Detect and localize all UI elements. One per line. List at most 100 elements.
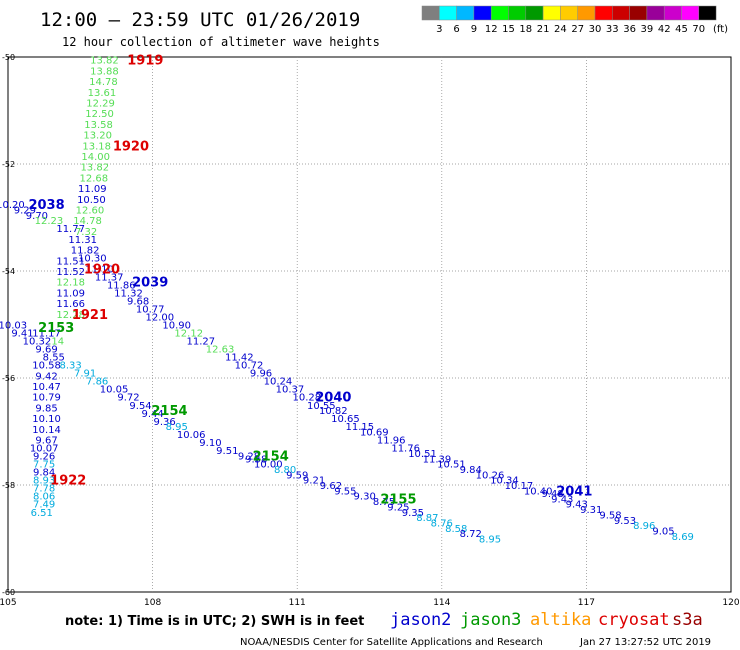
swh-label: .14 bbox=[48, 337, 64, 348]
swh-label: 11.39 bbox=[423, 454, 452, 465]
colorbar-tick-label: 39 bbox=[641, 24, 654, 35]
swh-label: 8.93 bbox=[33, 476, 55, 487]
swh-label: 9.43 bbox=[566, 500, 588, 511]
footer-timestamp: Jan 27 13:27:52 UTC 2019 bbox=[579, 637, 711, 648]
swh-label: 9.68 bbox=[127, 296, 149, 307]
swh-label: 10.55 bbox=[307, 401, 336, 412]
pass-time-label: 2039 bbox=[132, 276, 168, 291]
pass-time-label: 2041 bbox=[556, 484, 592, 499]
colorbar-tick-label: 15 bbox=[502, 24, 515, 35]
swh-label: 10.58 bbox=[32, 361, 61, 372]
swh-label: 10.05 bbox=[100, 385, 129, 396]
swh-label: 11.31 bbox=[68, 235, 97, 246]
legend-item-jason3: jason3 bbox=[460, 610, 521, 630]
swh-label: 12.60 bbox=[76, 205, 105, 216]
swh-label: 11.82 bbox=[71, 246, 100, 257]
colorbar-tick-label: 18 bbox=[519, 24, 532, 35]
swh-label: 7.91 bbox=[74, 369, 96, 380]
pass-time-label: 2040 bbox=[315, 391, 351, 406]
pass-time-label: 2155 bbox=[380, 492, 416, 507]
footer-credit: NOAA/NESDIS Center for Satellite Applica… bbox=[240, 637, 543, 648]
swh-label: 8.58 bbox=[445, 524, 467, 535]
swh-label: 9.41 bbox=[11, 329, 33, 340]
swh-label: 11.15 bbox=[346, 422, 375, 433]
plot-frame bbox=[7, 56, 732, 593]
x-tick-label: 114 bbox=[433, 598, 450, 608]
swh-label: 9.70 bbox=[26, 211, 48, 222]
colorbar-swatch bbox=[508, 5, 527, 21]
swh-label: 12.23 bbox=[35, 216, 64, 227]
swh-label: 10.77 bbox=[136, 304, 165, 315]
swh-label: 10.72 bbox=[235, 361, 264, 372]
colorbar-tick-label: 33 bbox=[606, 24, 619, 35]
swh-label: 8.72 bbox=[460, 529, 482, 540]
swh-label: 10.79 bbox=[32, 393, 61, 404]
swh-label: 12.18 bbox=[56, 278, 85, 289]
pass-time-label: 1919 bbox=[127, 54, 163, 69]
swh-label: 9.51 bbox=[216, 446, 238, 457]
swh-label: 9.21 bbox=[303, 476, 325, 487]
x-tick-label: 111 bbox=[289, 598, 306, 608]
colorbar-tick-label: 3 bbox=[436, 24, 442, 35]
swh-label: 14.78 bbox=[89, 77, 118, 88]
pass-time-label: 2154 bbox=[253, 450, 289, 465]
colorbar-swatch bbox=[473, 5, 492, 21]
swh-label: 9.55 bbox=[334, 486, 356, 497]
colorbar-swatch bbox=[577, 5, 596, 21]
swh-label: 14.78 bbox=[73, 216, 102, 227]
y-tick-label: -56 bbox=[2, 374, 15, 383]
pass-time-label: 1920 bbox=[113, 139, 149, 154]
swh-label: 11.09 bbox=[78, 184, 107, 195]
swh-label: 9.59 bbox=[286, 470, 308, 481]
swh-label: 11.27 bbox=[186, 337, 215, 348]
swh-label: 10.37 bbox=[276, 385, 305, 396]
swh-label: 10.26 bbox=[476, 470, 505, 481]
swh-label: 10.06 bbox=[177, 430, 206, 441]
swh-label: 12.50 bbox=[85, 109, 114, 120]
colorbar-swatch bbox=[439, 5, 457, 21]
chart-title: 12:00 – 23:59 UTC 01/26/2019 bbox=[40, 9, 360, 31]
swh-label: 10.17 bbox=[505, 481, 534, 492]
swh-label: 8.33 bbox=[60, 361, 82, 372]
colorbar-tick-label: 12 bbox=[485, 24, 498, 35]
swh-label: 13.82 bbox=[90, 56, 119, 67]
swh-label: 10.07 bbox=[30, 444, 59, 455]
swh-label: 9.31 bbox=[580, 505, 602, 516]
y-tick-label: -58 bbox=[2, 481, 15, 490]
swh-label: 9.84 bbox=[33, 468, 55, 479]
x-tick-label: 105 bbox=[0, 598, 17, 608]
swh-label: 9.35 bbox=[402, 508, 424, 519]
y-tick-label: -52 bbox=[2, 160, 15, 169]
swh-label: 9.10 bbox=[199, 438, 221, 449]
swh-label: 12.63 bbox=[206, 345, 235, 356]
swh-label: 11.76 bbox=[391, 444, 420, 455]
swh-label: 7.78 bbox=[33, 484, 55, 495]
swh-label: 10.28 bbox=[293, 393, 322, 404]
x-tick-label: 120 bbox=[722, 598, 739, 608]
legend-item-cryosat: cryosat bbox=[598, 610, 670, 630]
swh-label: 10.51 bbox=[408, 449, 437, 460]
colorbar-tick-label: 36 bbox=[623, 24, 636, 35]
swh-label: 8.96 bbox=[633, 521, 655, 532]
swh-label: 10.69 bbox=[360, 428, 389, 439]
legend-item-s3a: s3a bbox=[672, 610, 703, 630]
colorbar-tick-label: 45 bbox=[675, 24, 688, 35]
colorbar-swatch bbox=[681, 5, 700, 21]
colorbar-swatch bbox=[594, 5, 613, 21]
swh-label: 13.61 bbox=[88, 88, 117, 99]
legend-item-jason2: jason2 bbox=[390, 610, 451, 630]
swh-label: 13.20 bbox=[83, 131, 112, 142]
swh-label: 11.42 bbox=[225, 353, 254, 364]
swh-label: 11.09 bbox=[56, 288, 85, 299]
colorbar-swatch bbox=[542, 5, 561, 21]
colorbar-swatch bbox=[646, 5, 665, 21]
colorbar-tick-label: 42 bbox=[658, 24, 671, 35]
colorbar-swatch bbox=[663, 5, 682, 21]
swh-label: 12.00 bbox=[146, 312, 175, 323]
colorbar-tick-label: 30 bbox=[589, 24, 602, 35]
swh-label: 10.90 bbox=[162, 321, 191, 332]
swh-label: 7.86 bbox=[86, 377, 108, 388]
swh-label: 9.67 bbox=[35, 436, 57, 447]
swh-label: 11.66 bbox=[56, 299, 85, 310]
